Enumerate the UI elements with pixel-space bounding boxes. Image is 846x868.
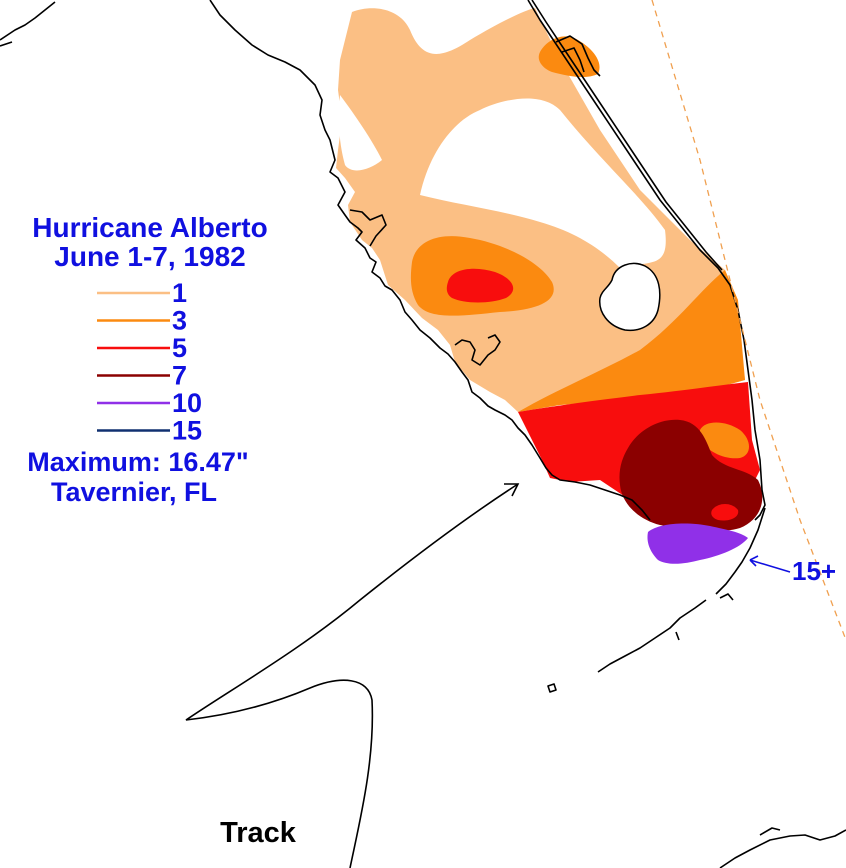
legend-label-10: 10 <box>172 388 202 418</box>
florida-keys <box>597 507 766 673</box>
contour-5in-pocket <box>711 504 739 521</box>
track-label: Track <box>220 817 297 849</box>
map-title: Hurricane Alberto <box>32 212 267 243</box>
atlantic-coast <box>527 0 766 521</box>
callout-line <box>749 559 791 573</box>
maximum-value: Maximum: 16.47" <box>27 447 248 477</box>
legend: Hurricane Alberto June 1-7, 1982 1357101… <box>27 212 267 507</box>
track-line <box>185 483 519 868</box>
storm-track <box>185 483 520 868</box>
legend-label-5: 5 <box>172 333 187 363</box>
legend-label-7: 7 <box>172 361 187 391</box>
barrier-island <box>531 0 723 271</box>
callout-arrowhead <box>749 555 759 567</box>
contour-7in <box>619 419 763 532</box>
contour-3in-pocket <box>700 422 749 459</box>
contour-1in-gap <box>338 95 382 171</box>
lake-okeechobee <box>599 262 661 332</box>
tampa-bay <box>349 209 387 247</box>
small-islands <box>547 593 734 693</box>
track-dash-line <box>651 0 846 641</box>
rainfall-contours <box>336 8 763 564</box>
contour-3in-south <box>518 270 745 412</box>
cape-canaveral <box>555 35 601 77</box>
legend-label-1: 1 <box>172 278 187 308</box>
max-callout: 15+ <box>749 555 836 586</box>
contour-5in-central <box>446 268 514 303</box>
maximum-location: Tavernier, FL <box>51 477 217 507</box>
track-arrowhead <box>504 483 520 497</box>
contour-10in <box>647 523 748 564</box>
callout-label: 15+ <box>792 556 836 586</box>
gulf-coast <box>209 0 651 521</box>
cuba-coast <box>719 827 846 868</box>
charlotte-harbor <box>454 334 501 366</box>
legend-label-3: 3 <box>172 306 187 336</box>
northwest-coast <box>0 1 56 47</box>
legend-label-15: 15 <box>172 416 202 446</box>
map-date: June 1-7, 1982 <box>54 241 245 272</box>
